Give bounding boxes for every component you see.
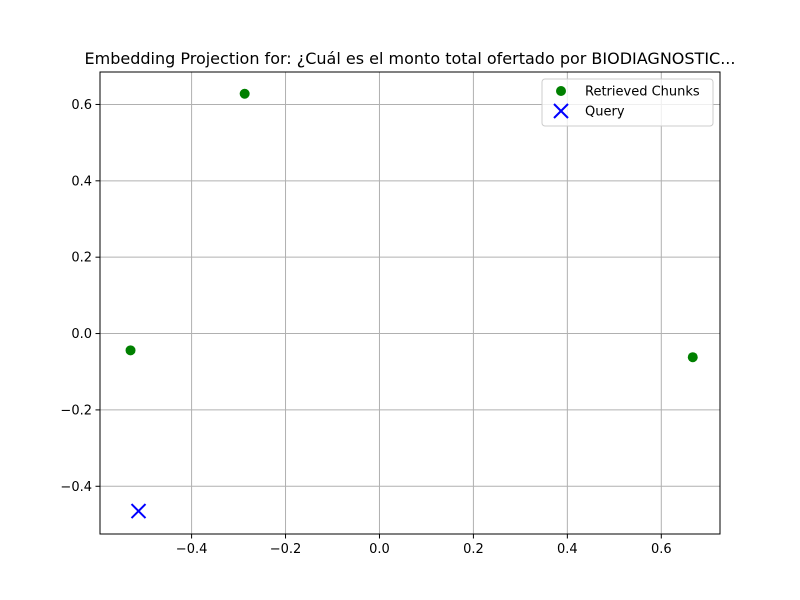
y-axis: −0.4 −0.2 0.0 0.2 0.4 0.6 [60, 98, 100, 495]
y-tick-label: 0.4 [71, 174, 92, 189]
legend-marker [553, 103, 569, 119]
x-tick-label: −0.4 [176, 542, 208, 557]
legend-label: Query [585, 105, 625, 120]
y-tick-label: −0.2 [60, 403, 92, 418]
chart-title: Embedding Projection for: ¿Cuál es el mo… [85, 49, 736, 68]
retrieved-chunk-point [687, 352, 698, 363]
retrieved-chunk-point [239, 88, 250, 99]
x-axis: −0.4 −0.2 0.0 0.2 0.4 0.6 [176, 534, 672, 557]
x-tick-label: 0.0 [369, 542, 390, 557]
y-tick-label: 0.0 [71, 327, 92, 342]
series-layer [125, 88, 698, 519]
query-point [130, 503, 147, 519]
retrieved-chunk-point [125, 345, 136, 356]
legend-box [541, 78, 714, 127]
grid [100, 72, 720, 534]
axes-frame [99, 71, 721, 535]
legend-label: Retrieved Chunks [585, 85, 700, 100]
legend: Retrieved Chunks Query [541, 78, 714, 127]
legend-marker [556, 86, 566, 96]
y-tick-label: 0.2 [71, 251, 92, 266]
x-tick-label: 0.6 [651, 542, 672, 557]
x-tick-label: 0.4 [557, 542, 578, 557]
x-tick-label: 0.2 [463, 542, 484, 557]
x-tick-label: −0.2 [270, 542, 302, 557]
y-tick-label: −0.4 [60, 480, 92, 495]
y-tick-label: 0.6 [71, 98, 92, 113]
